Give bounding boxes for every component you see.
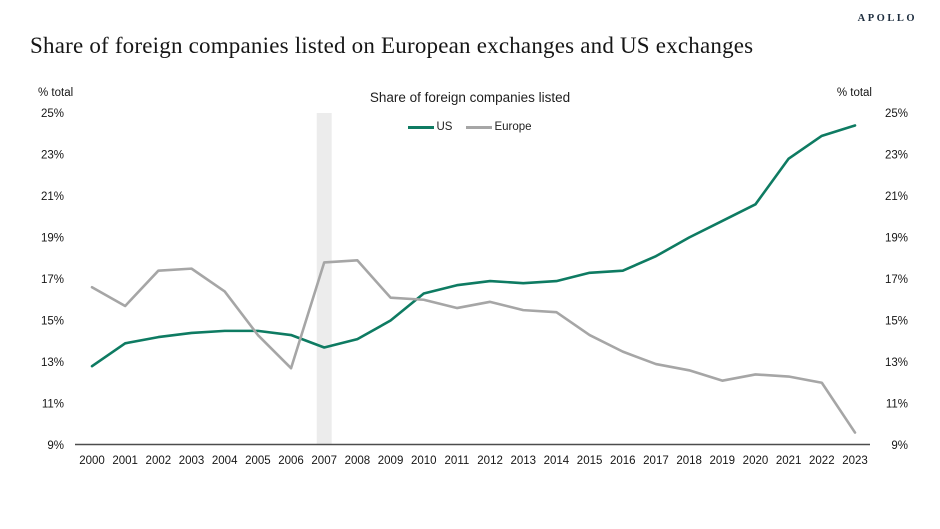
x-tick-year: 2009	[378, 455, 404, 467]
legend-item-us: US	[408, 121, 452, 133]
y-tick-left: 23%	[41, 150, 64, 162]
y-tick-left: 13%	[41, 357, 64, 369]
x-tick-year: 2005	[245, 455, 271, 467]
y-tick-left: 11%	[42, 399, 64, 411]
y-tick-left: 25%	[41, 108, 64, 120]
legend-label-us: US	[436, 121, 453, 133]
x-tick-year: 2011	[445, 455, 470, 467]
y-tick-right: 11%	[886, 399, 908, 411]
series-line-europe	[90, 259, 857, 434]
y-tick-right: 13%	[885, 357, 908, 369]
x-tick-year: 2006	[278, 455, 304, 467]
x-tick-year: 2003	[179, 455, 205, 467]
y-tick-left: 15%	[41, 316, 64, 328]
y-tick-left: 19%	[41, 233, 64, 245]
legend-swatch-us	[408, 125, 435, 129]
page-title: Share of foreign companies listed on Eur…	[30, 33, 754, 58]
x-tick-year: 2010	[411, 455, 437, 467]
y-tick-left: 9%	[47, 440, 64, 452]
x-tick-year: 2018	[676, 455, 702, 467]
y-tick-right: 25%	[885, 108, 908, 120]
apollo-logo: APOLLO	[857, 13, 917, 24]
x-tick-year: 2022	[809, 455, 835, 467]
y-axis-unit-right: % total	[836, 87, 872, 99]
x-tick-year: 2015	[577, 455, 603, 467]
x-tick-year: 2004	[212, 455, 238, 467]
x-tick-year: 2001	[112, 455, 138, 467]
legend-swatch-europe	[466, 125, 493, 129]
x-tick-year: 2002	[146, 455, 172, 467]
x-tick-year: 2000	[79, 455, 105, 467]
y-tick-right: 23%	[885, 150, 908, 162]
y-tick-right: 15%	[885, 316, 908, 328]
chart-legend: US Europe	[0, 121, 940, 133]
legend-label-europe: Europe	[494, 121, 532, 133]
x-tick-year: 2014	[544, 455, 570, 467]
y-tick-left: 21%	[41, 191, 64, 203]
y-axis-unit-left: % total	[38, 87, 74, 99]
x-tick-year: 2021	[776, 455, 802, 467]
x-tick-year: 2008	[345, 455, 371, 467]
highlight-band-2007	[316, 113, 332, 445]
x-tick-year: 2020	[743, 455, 769, 467]
x-tick-year: 2013	[510, 455, 536, 467]
x-tick-year: 2017	[643, 455, 669, 467]
x-tick-year: 2016	[610, 455, 636, 467]
series-line-us	[90, 124, 857, 368]
x-tick-year: 2019	[710, 455, 736, 467]
y-tick-right: 19%	[885, 233, 908, 245]
y-tick-right: 17%	[885, 274, 908, 286]
y-tick-left: 17%	[41, 274, 64, 286]
legend-item-europe: Europe	[466, 121, 532, 133]
y-tick-right: 21%	[885, 191, 908, 203]
y-tick-right: 9%	[891, 440, 908, 452]
x-tick-year: 2023	[842, 455, 868, 467]
x-tick-year: 2007	[311, 455, 337, 467]
chart-title: Share of foreign companies listed	[369, 90, 571, 105]
x-tick-year: 2012	[477, 455, 503, 467]
